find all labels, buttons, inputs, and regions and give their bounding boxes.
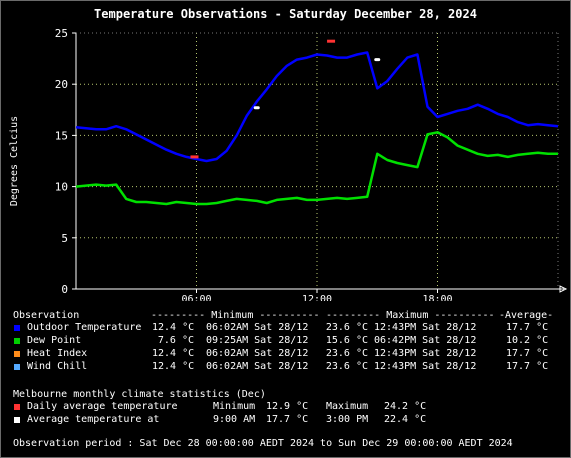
heat-index-average-value: 17.7 °C <box>506 348 549 359</box>
wind-chill-average-value: 17.7 °C <box>506 361 549 372</box>
heat-index-min-value: 12.4 °C <box>152 348 195 359</box>
outdoor-temperature-swatch <box>13 324 21 332</box>
dew-point-max-time: 06:42PM Sat 28/12 <box>374 335 477 346</box>
dew-point-swatch <box>13 337 21 345</box>
daily-average-swatch <box>13 403 21 411</box>
wind-chill-min-value: 12.4 °C <box>152 361 195 372</box>
average-temp-label: Average temperature at <box>27 414 160 425</box>
climate-heading: Melbourne monthly climate statistics (De… <box>13 389 266 400</box>
x-tick-label: 12:00 <box>302 294 332 301</box>
heat-index-swatch <box>13 350 21 358</box>
average-temperature-marker <box>374 58 381 62</box>
daily-min-value: 12.9 °C <box>266 401 309 412</box>
outdoor-temperature-min-time: 06:02AM Sat 28/12 <box>206 322 309 333</box>
y-axis-label: Degrees Celcius <box>9 116 20 206</box>
temperature-chart: 0 5 10 15 20 25 06:00 12:00 18:00 Degrees Celcius <box>9 27 568 301</box>
outdoor-temperature-average-value: 17.7 °C <box>506 322 549 333</box>
y-tick-label: 10 <box>55 181 68 194</box>
table-header-max: --------- Maximum ---------- <box>326 310 495 321</box>
wind-chill-label: Wind Chill <box>27 361 88 372</box>
daily-average-marker <box>190 155 199 159</box>
outdoor-temperature-min-value: 12.4 °C <box>152 322 195 333</box>
table-header-avg: -Average- <box>499 310 554 321</box>
average-temp-swatch <box>13 416 21 424</box>
dew-point-min-time: 09:25AM Sat 28/12 <box>206 335 309 346</box>
x-tick-label: 06:00 <box>181 294 211 301</box>
daily-min-label: Minimum <box>213 401 256 412</box>
table-header-label: Observation <box>13 310 80 321</box>
chart-title: Temperature Observations - Saturday Dece… <box>94 7 477 21</box>
outdoor-temperature-max-time: 12:43PM Sat 28/12 <box>374 322 477 333</box>
daily-average-marker <box>327 39 336 43</box>
average-temp-value-2: 22.4 °C <box>384 414 427 425</box>
observation-period: Observation period : Sat Dec 28 00:00:00… <box>13 438 513 449</box>
x-axis-arrow <box>559 285 568 293</box>
wind-chill-min-time: 06:02AM Sat 28/12 <box>206 361 309 372</box>
y-tick-label: 5 <box>61 232 68 245</box>
x-tick-label: 18:00 <box>422 294 452 301</box>
dew-point-average-value: 10.2 °C <box>506 335 549 346</box>
dew-point-max-value: 15.6 °C <box>325 335 368 346</box>
wind-chill-swatch <box>13 363 21 371</box>
average-temperature-marker <box>253 106 260 110</box>
average-temp-time-2: 3:00 PM <box>326 414 369 425</box>
wind-chill-max-time: 12:43PM Sat 28/12 <box>374 361 477 372</box>
series-line-outdoor-temperature <box>75 51 559 163</box>
y-tick-label: 25 <box>55 27 68 40</box>
daily-max-value: 24.2 °C <box>384 401 427 412</box>
daily-average-label: Daily average temperature <box>27 401 178 412</box>
heat-index-max-value: 23.6 °C <box>325 348 368 359</box>
y-tick-label: 0 <box>61 283 68 296</box>
daily-max-label: Maximum <box>326 401 369 412</box>
dew-point-min-value: 7.6 °C <box>157 335 194 346</box>
dew-point-label: Dew Point <box>27 335 82 346</box>
y-tick-label: 15 <box>55 129 68 142</box>
table-header-min: --------- Minimum ---------- <box>151 310 320 321</box>
y-tick-label: 20 <box>55 78 68 91</box>
average-temp-time-1: 9:00 AM <box>213 414 256 425</box>
heat-index-label: Heat Index <box>27 348 88 359</box>
outdoor-temperature-max-value: 23.6 °C <box>325 322 368 333</box>
series-line-dew-point <box>75 131 558 206</box>
outdoor-temperature-label: Outdoor Temperature <box>27 322 142 333</box>
heat-index-max-time: 12:43PM Sat 28/12 <box>374 348 477 359</box>
wind-chill-max-value: 23.6 °C <box>325 361 368 372</box>
average-temp-value-1: 17.7 °C <box>266 414 309 425</box>
heat-index-min-time: 06:02AM Sat 28/12 <box>206 348 309 359</box>
